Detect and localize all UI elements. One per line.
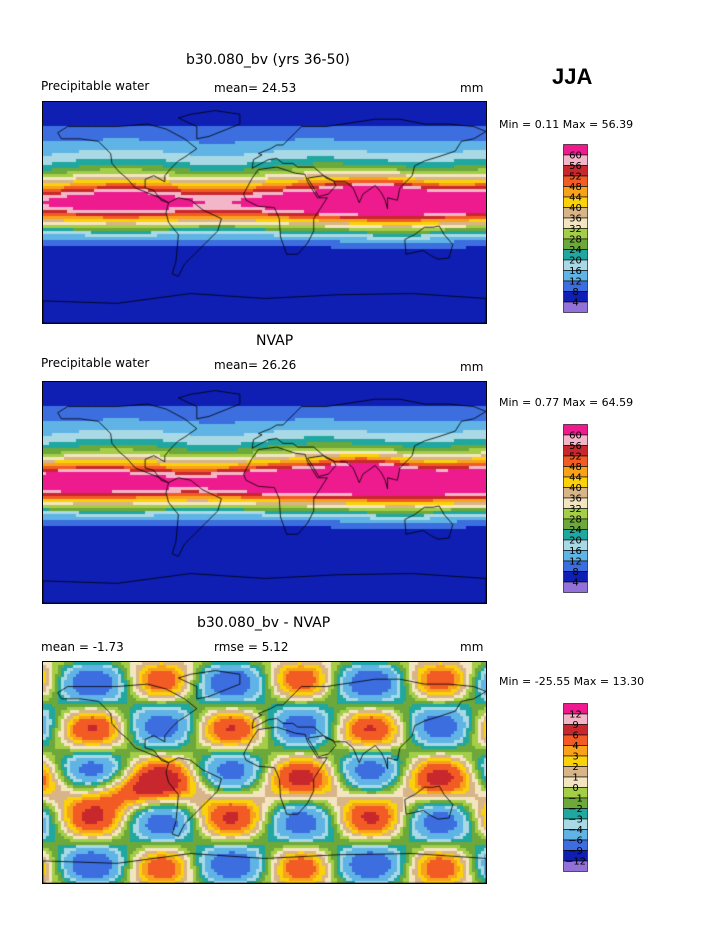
colorbar-tick-label: −9 <box>568 846 583 857</box>
panel-3-units-label: mm <box>460 640 484 654</box>
colorbar-tick-label: 32 <box>569 504 582 515</box>
colorbar-tick-label: 4 <box>572 298 578 309</box>
colorbar-tick-label: 1 <box>572 773 578 784</box>
colorbar-tick-label: −12 <box>565 857 586 868</box>
colorbar-tick-label: 12 <box>569 557 582 568</box>
panel-2-variable-label: Precipitable water <box>41 356 150 370</box>
panel-3-minmax: Min = -25.55 Max = 13.30 <box>499 675 645 688</box>
colorbar-tick-label: 2 <box>572 762 578 773</box>
colorbar-tick-label: 12 <box>569 277 582 288</box>
map-field-canvas <box>43 382 486 603</box>
colorbar-tick-label: 16 <box>569 266 582 277</box>
panel-1-colorbar: 60 56 52 48 44 40 36 32 28 24 20 16 12 8 4 <box>563 144 633 320</box>
colorbar-tick-label: −3 <box>568 815 583 826</box>
colorbar-tick-label: 60 <box>569 431 582 442</box>
colorbar-tick-label: 8 <box>572 287 578 298</box>
colorbar-tick-label: 52 <box>569 172 582 183</box>
panel-1-map <box>42 101 487 324</box>
panel-1-minmax: Min = 0.11 Max = 56.39 <box>499 118 634 131</box>
colorbar-tick-label: 52 <box>569 452 582 463</box>
colorbar-tick-label: 48 <box>569 462 582 473</box>
panel-3-rmse-label: rmse = 5.12 <box>214 640 289 654</box>
colorbar-tick-label: −1 <box>568 794 583 805</box>
panel-2-title: NVAP <box>256 333 294 349</box>
colorbar-tick-label: 36 <box>569 214 582 225</box>
panel-2-colorbar: 60 56 52 48 44 40 36 32 28 24 20 16 12 8 4 <box>563 424 633 600</box>
panel-1-variable-label: Precipitable water <box>41 79 150 93</box>
colorbar-tick-label: 28 <box>569 515 582 526</box>
colorbar-tick-label: 20 <box>569 536 582 547</box>
colorbar-tick-label: 20 <box>569 256 582 267</box>
colorbar-tick-label: 24 <box>569 245 582 256</box>
colorbar-tick-label: 0 <box>572 783 578 794</box>
colorbar-tick-label: 40 <box>569 483 582 494</box>
panel-1-mean-label: mean= 24.53 <box>214 81 297 95</box>
colorbar-tick-label: 48 <box>569 182 582 193</box>
panel-2-mean-label: mean= 26.26 <box>214 358 297 372</box>
panel-3-title: b30.080_bv - NVAP <box>197 615 331 631</box>
colorbar-tick-label: 6 <box>572 731 578 742</box>
colorbar-tick-label: 56 <box>569 441 582 452</box>
map-field-canvas <box>43 102 486 323</box>
colorbar-tick-label: 4 <box>572 578 578 589</box>
season-label: JJA <box>552 64 593 89</box>
colorbar-tick-label: 40 <box>569 203 582 214</box>
colorbar-swatch <box>563 581 588 593</box>
colorbar-tick-label: 44 <box>569 193 582 204</box>
colorbar-tick-label: 9 <box>572 720 578 731</box>
colorbar-tick-label: 44 <box>569 473 582 484</box>
panel-3-map <box>42 661 487 884</box>
panel-1-units-label: mm <box>460 81 484 95</box>
colorbar-tick-label: 60 <box>569 151 582 162</box>
colorbar-tick-label: 16 <box>569 546 582 557</box>
colorbar-swatch <box>563 301 588 313</box>
colorbar-tick-label: 12 <box>569 710 582 721</box>
map-field-canvas <box>43 662 486 883</box>
colorbar-swatch <box>563 860 588 872</box>
colorbar-tick-label: 28 <box>569 235 582 246</box>
colorbar-tick-label: −2 <box>568 804 583 815</box>
colorbar-tick-label: 4 <box>572 741 578 752</box>
colorbar-tick-label: 36 <box>569 494 582 505</box>
colorbar-tick-label: 8 <box>572 567 578 578</box>
colorbar-tick-label: 56 <box>569 161 582 172</box>
panel-2-units-label: mm <box>460 360 484 374</box>
colorbar-tick-label: 3 <box>572 752 578 763</box>
panel-3-mean-label: mean = -1.73 <box>41 640 124 654</box>
panel-2-map <box>42 381 487 604</box>
panel-3-colorbar: 12 9 6 4 3 2 1 0 −1 −2 −3 −4 −6 −9 −12 <box>563 703 633 879</box>
panel-1-title: b30.080_bv (yrs 36-50) <box>186 52 350 68</box>
colorbar-tick-label: −4 <box>568 825 583 836</box>
colorbar-tick-label: 24 <box>569 525 582 536</box>
colorbar-tick-label: 32 <box>569 224 582 235</box>
colorbar-tick-label: −6 <box>568 836 583 847</box>
panel-2-minmax: Min = 0.77 Max = 64.59 <box>499 396 634 409</box>
